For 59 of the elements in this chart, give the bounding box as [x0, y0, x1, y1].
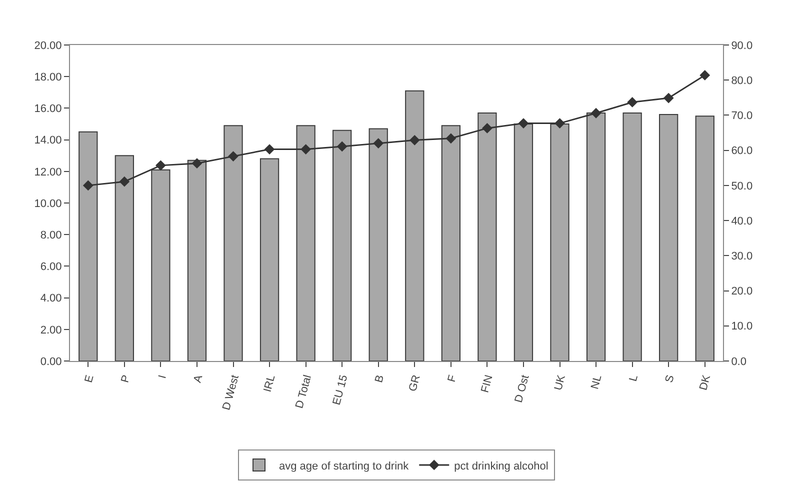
x-tick-label: I: [156, 374, 169, 380]
y-tick-label: 16.00: [34, 103, 62, 116]
y-tick-label: 20.00: [34, 40, 62, 52]
point: [409, 134, 420, 146]
y2-tick-label: 50.0: [731, 180, 753, 192]
x-tick-label: F: [446, 374, 460, 384]
point: [482, 123, 492, 134]
y2-tick-label: 30.0: [731, 250, 753, 263]
y-tick-label: 6.00: [40, 261, 62, 274]
x-tick-label: NL: [589, 374, 604, 390]
point: [192, 158, 202, 169]
y2-tick-label: 0.0: [731, 356, 746, 368]
y2-tick-label: 40.0: [731, 215, 753, 228]
legend-label: pct drinking alcohol: [454, 460, 548, 472]
point: [228, 151, 238, 162]
point: [264, 144, 275, 154]
y2-tick-label: 80.0: [731, 74, 753, 87]
point: [119, 176, 130, 187]
point: [446, 133, 456, 144]
point: [663, 92, 674, 104]
y-tick-label: 14.00: [34, 134, 62, 147]
y2-tick-label: 90.0: [731, 40, 753, 52]
x-tick-label: P: [119, 374, 133, 384]
legend-label: avg age of starting to drink: [279, 460, 410, 472]
point: [518, 118, 529, 128]
point: [554, 118, 565, 128]
y-tick-label: 12.00: [34, 166, 62, 178]
y-tick-label: 10.00: [34, 198, 62, 210]
x-tick-label: D Total: [294, 374, 314, 410]
y2-tick-label: 70.0: [731, 110, 753, 122]
point: [82, 180, 94, 191]
x-tick-label: B: [373, 374, 387, 384]
x-tick-label: A: [192, 373, 206, 384]
point: [300, 144, 312, 154]
x-tick-label: DK: [698, 373, 714, 392]
y2-tick-label: 10.0: [731, 320, 753, 333]
x-tick-label: EU 15: [330, 374, 350, 406]
point: [155, 160, 166, 171]
x-tick-label: FIN: [479, 374, 496, 394]
point: [336, 141, 348, 152]
y2-tick-label: 20.0: [731, 286, 753, 298]
x-tick-label: D West: [220, 374, 242, 412]
x-tick-label: L: [627, 374, 641, 383]
y-tick-label: 18.00: [34, 71, 62, 84]
y-tick-label: 8.00: [40, 229, 62, 242]
point: [627, 97, 638, 108]
y-tick-label: 2.00: [40, 324, 62, 336]
x-tick-label: D Ost: [512, 374, 532, 404]
y2-tick-label: 60.0: [731, 145, 753, 158]
point: [373, 138, 384, 149]
point: [590, 108, 602, 118]
y-tick-label: 4.00: [40, 292, 62, 305]
y-tick-label: 0.00: [40, 356, 62, 368]
x-tick-label: S: [663, 374, 677, 384]
x-tick-label: IRL: [262, 374, 278, 394]
point: [700, 70, 710, 80]
x-tick-label: GR: [406, 374, 423, 393]
x-tick-label: UK: [552, 373, 568, 392]
x-tick-label: E: [82, 374, 96, 384]
